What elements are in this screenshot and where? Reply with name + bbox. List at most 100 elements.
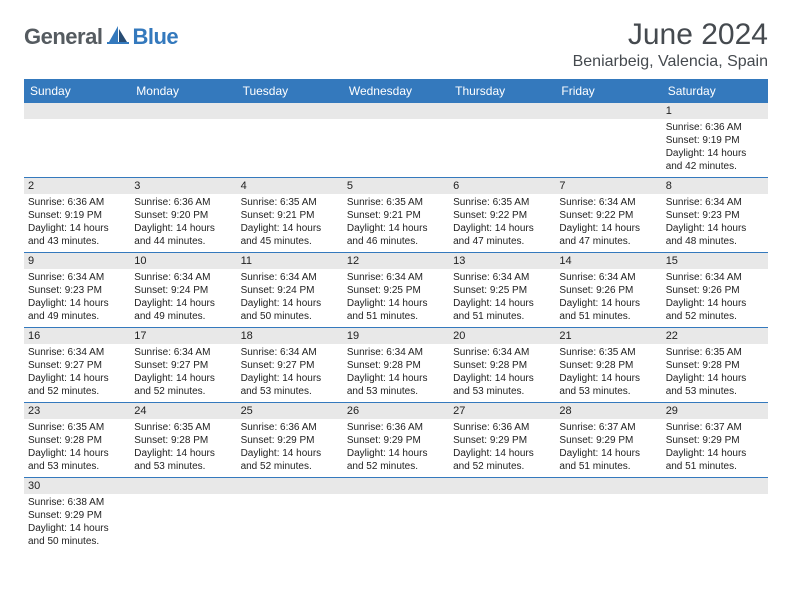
calendar-page: General Blue June 2024 Beniarbeig, Valen… <box>0 0 792 552</box>
calendar-cell <box>449 478 555 553</box>
day-number: 28 <box>555 403 661 419</box>
calendar-cell: 28Sunrise: 6:37 AMSunset: 9:29 PMDayligh… <box>555 403 661 478</box>
day-details: Sunrise: 6:35 AMSunset: 9:21 PMDaylight:… <box>237 194 343 251</box>
calendar-cell: 19Sunrise: 6:34 AMSunset: 9:28 PMDayligh… <box>343 328 449 403</box>
calendar-cell <box>130 103 236 178</box>
day-number <box>449 103 555 119</box>
day-details: Sunrise: 6:36 AMSunset: 9:20 PMDaylight:… <box>130 194 236 251</box>
day-number: 14 <box>555 253 661 269</box>
day-number <box>237 478 343 494</box>
day-details: Sunrise: 6:36 AMSunset: 9:19 PMDaylight:… <box>662 119 768 176</box>
calendar-cell <box>24 103 130 178</box>
calendar-week: 2Sunrise: 6:36 AMSunset: 9:19 PMDaylight… <box>24 178 768 253</box>
day-number <box>449 478 555 494</box>
calendar-cell <box>130 478 236 553</box>
day-number: 25 <box>237 403 343 419</box>
day-number: 27 <box>449 403 555 419</box>
day-number <box>130 478 236 494</box>
day-number: 29 <box>662 403 768 419</box>
logo-text-general: General <box>24 24 102 50</box>
col-tuesday: Tuesday <box>237 79 343 103</box>
col-monday: Monday <box>130 79 236 103</box>
calendar-cell: 25Sunrise: 6:36 AMSunset: 9:29 PMDayligh… <box>237 403 343 478</box>
calendar-cell: 21Sunrise: 6:35 AMSunset: 9:28 PMDayligh… <box>555 328 661 403</box>
day-details: Sunrise: 6:35 AMSunset: 9:28 PMDaylight:… <box>555 344 661 401</box>
day-details: Sunrise: 6:35 AMSunset: 9:22 PMDaylight:… <box>449 194 555 251</box>
day-number: 5 <box>343 178 449 194</box>
day-number: 9 <box>24 253 130 269</box>
day-details: Sunrise: 6:38 AMSunset: 9:29 PMDaylight:… <box>24 494 130 551</box>
day-number: 3 <box>130 178 236 194</box>
day-details: Sunrise: 6:34 AMSunset: 9:28 PMDaylight:… <box>449 344 555 401</box>
calendar-cell: 20Sunrise: 6:34 AMSunset: 9:28 PMDayligh… <box>449 328 555 403</box>
day-number: 15 <box>662 253 768 269</box>
day-number <box>237 103 343 119</box>
day-details: Sunrise: 6:35 AMSunset: 9:28 PMDaylight:… <box>130 419 236 476</box>
calendar-cell: 8Sunrise: 6:34 AMSunset: 9:23 PMDaylight… <box>662 178 768 253</box>
col-saturday: Saturday <box>662 79 768 103</box>
calendar-cell: 23Sunrise: 6:35 AMSunset: 9:28 PMDayligh… <box>24 403 130 478</box>
calendar-cell: 26Sunrise: 6:36 AMSunset: 9:29 PMDayligh… <box>343 403 449 478</box>
calendar-cell <box>449 103 555 178</box>
title-block: June 2024 Beniarbeig, Valencia, Spain <box>573 18 768 77</box>
day-details: Sunrise: 6:34 AMSunset: 9:27 PMDaylight:… <box>130 344 236 401</box>
logo: General Blue <box>24 24 178 50</box>
logo-sail-icon <box>107 25 129 50</box>
calendar-week: 1Sunrise: 6:36 AMSunset: 9:19 PMDaylight… <box>24 103 768 178</box>
calendar-cell: 3Sunrise: 6:36 AMSunset: 9:20 PMDaylight… <box>130 178 236 253</box>
calendar-body: 1Sunrise: 6:36 AMSunset: 9:19 PMDaylight… <box>24 103 768 552</box>
calendar-week: 16Sunrise: 6:34 AMSunset: 9:27 PMDayligh… <box>24 328 768 403</box>
calendar-cell <box>343 103 449 178</box>
day-number: 12 <box>343 253 449 269</box>
day-details: Sunrise: 6:34 AMSunset: 9:27 PMDaylight:… <box>237 344 343 401</box>
day-number: 4 <box>237 178 343 194</box>
day-number: 21 <box>555 328 661 344</box>
calendar-cell: 7Sunrise: 6:34 AMSunset: 9:22 PMDaylight… <box>555 178 661 253</box>
day-number: 22 <box>662 328 768 344</box>
location-subtitle: Beniarbeig, Valencia, Spain <box>573 53 768 71</box>
calendar-week: 30Sunrise: 6:38 AMSunset: 9:29 PMDayligh… <box>24 478 768 553</box>
calendar-cell: 1Sunrise: 6:36 AMSunset: 9:19 PMDaylight… <box>662 103 768 178</box>
calendar-cell <box>555 478 661 553</box>
calendar-cell: 15Sunrise: 6:34 AMSunset: 9:26 PMDayligh… <box>662 253 768 328</box>
day-number: 17 <box>130 328 236 344</box>
calendar-table: Sunday Monday Tuesday Wednesday Thursday… <box>24 79 768 552</box>
day-details: Sunrise: 6:35 AMSunset: 9:21 PMDaylight:… <box>343 194 449 251</box>
day-number: 30 <box>24 478 130 494</box>
calendar-header: Sunday Monday Tuesday Wednesday Thursday… <box>24 79 768 103</box>
day-number: 10 <box>130 253 236 269</box>
calendar-cell: 24Sunrise: 6:35 AMSunset: 9:28 PMDayligh… <box>130 403 236 478</box>
day-number: 23 <box>24 403 130 419</box>
day-number <box>24 103 130 119</box>
day-number <box>343 478 449 494</box>
col-wednesday: Wednesday <box>343 79 449 103</box>
day-number: 26 <box>343 403 449 419</box>
col-thursday: Thursday <box>449 79 555 103</box>
calendar-week: 23Sunrise: 6:35 AMSunset: 9:28 PMDayligh… <box>24 403 768 478</box>
calendar-cell: 22Sunrise: 6:35 AMSunset: 9:28 PMDayligh… <box>662 328 768 403</box>
calendar-cell: 16Sunrise: 6:34 AMSunset: 9:27 PMDayligh… <box>24 328 130 403</box>
calendar-cell: 2Sunrise: 6:36 AMSunset: 9:19 PMDaylight… <box>24 178 130 253</box>
day-details: Sunrise: 6:36 AMSunset: 9:29 PMDaylight:… <box>237 419 343 476</box>
day-details: Sunrise: 6:35 AMSunset: 9:28 PMDaylight:… <box>662 344 768 401</box>
calendar-cell <box>237 103 343 178</box>
calendar-cell: 9Sunrise: 6:34 AMSunset: 9:23 PMDaylight… <box>24 253 130 328</box>
day-details: Sunrise: 6:34 AMSunset: 9:25 PMDaylight:… <box>343 269 449 326</box>
day-details: Sunrise: 6:34 AMSunset: 9:24 PMDaylight:… <box>130 269 236 326</box>
day-number: 11 <box>237 253 343 269</box>
day-number: 2 <box>24 178 130 194</box>
day-number: 16 <box>24 328 130 344</box>
day-details: Sunrise: 6:37 AMSunset: 9:29 PMDaylight:… <box>662 419 768 476</box>
day-number: 13 <box>449 253 555 269</box>
calendar-cell: 4Sunrise: 6:35 AMSunset: 9:21 PMDaylight… <box>237 178 343 253</box>
day-number <box>343 103 449 119</box>
day-details: Sunrise: 6:34 AMSunset: 9:26 PMDaylight:… <box>662 269 768 326</box>
calendar-week: 9Sunrise: 6:34 AMSunset: 9:23 PMDaylight… <box>24 253 768 328</box>
calendar-cell: 13Sunrise: 6:34 AMSunset: 9:25 PMDayligh… <box>449 253 555 328</box>
day-number: 8 <box>662 178 768 194</box>
calendar-cell: 27Sunrise: 6:36 AMSunset: 9:29 PMDayligh… <box>449 403 555 478</box>
calendar-cell: 6Sunrise: 6:35 AMSunset: 9:22 PMDaylight… <box>449 178 555 253</box>
header-row: General Blue June 2024 Beniarbeig, Valen… <box>24 18 768 77</box>
day-number: 18 <box>237 328 343 344</box>
calendar-cell: 18Sunrise: 6:34 AMSunset: 9:27 PMDayligh… <box>237 328 343 403</box>
